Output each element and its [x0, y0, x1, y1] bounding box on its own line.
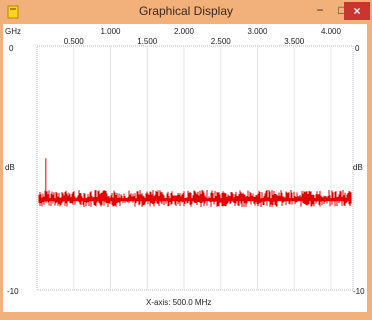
plot-area: 1.000 2.000 3.000 4.000 0.500 1.500 2.500 3.500…: [3, 24, 367, 312]
x-tick-bottom-3: 3.500: [284, 37, 305, 46]
title-bar[interactable]: Graphical Display − □ ×: [0, 0, 372, 24]
x-tick-top-1: 2.000: [174, 27, 195, 36]
x-tick-bottom-2: 2.500: [211, 37, 232, 46]
app-icon: [7, 5, 19, 19]
window-title: Graphical Display: [138, 4, 234, 18]
y-bottom-right-label: -10: [353, 287, 365, 296]
close-button[interactable]: ×: [344, 2, 370, 20]
y-top-left-label: 0: [9, 44, 14, 53]
y-bottom-left-label: -10: [7, 287, 19, 296]
x-tick-top-3: 4.000: [321, 27, 342, 36]
grid-lines: [73, 46, 332, 290]
y-unit-left-label: dB: [5, 163, 15, 172]
x-unit-label: GHz: [5, 27, 21, 36]
plot-frame: [36, 45, 354, 291]
x-tick-top-2: 3.000: [247, 27, 268, 36]
maximize-button[interactable]: □: [338, 3, 346, 17]
x-tick-labels: 1.000 2.000 3.000 4.000 0.500 1.500 2.500 3.500: [64, 27, 342, 46]
x-tick-bottom-0: 0.500: [64, 37, 85, 46]
x-axis-caption: X-axis: 500.0 MHz: [146, 298, 211, 307]
trace-series: [38, 158, 352, 208]
window-bottom-border: [0, 312, 372, 320]
x-tick-top-0: 1.000: [100, 27, 121, 36]
spectrum-chart: 1.000 2.000 3.000 4.000 0.500 1.500 2.500 3.500…: [5, 27, 365, 307]
minimize-button[interactable]: −: [316, 3, 324, 17]
x-tick-bottom-1: 1.500: [137, 37, 158, 46]
y-unit-right-label: dB: [353, 163, 363, 172]
y-top-right-label: 0: [355, 44, 360, 53]
